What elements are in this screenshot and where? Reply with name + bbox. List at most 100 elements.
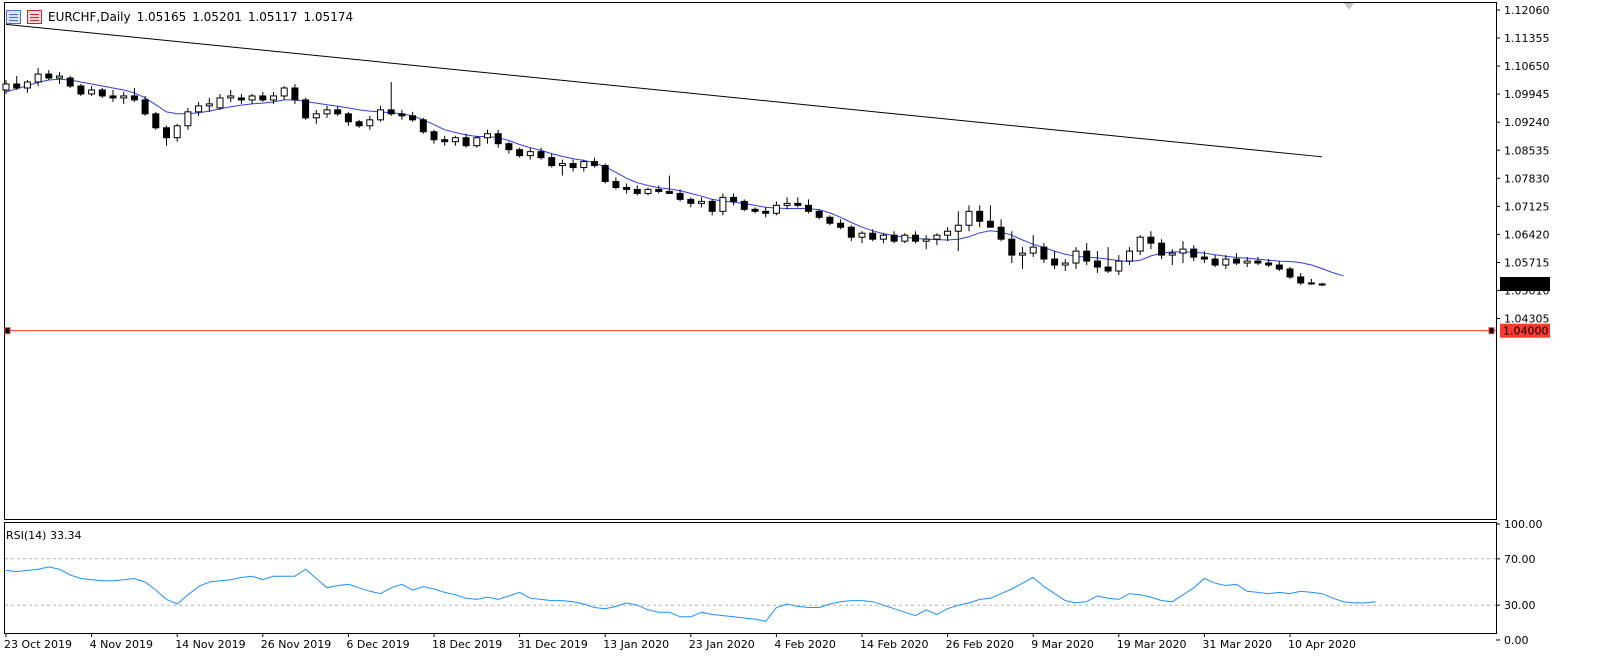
candle[interactable] — [847, 225, 855, 242]
candle[interactable] — [302, 97, 310, 120]
candle[interactable] — [1040, 243, 1048, 264]
candle[interactable] — [1318, 282, 1326, 287]
candle[interactable] — [66, 76, 74, 88]
candle[interactable] — [1275, 261, 1283, 272]
candle[interactable] — [398, 109, 406, 120]
candle[interactable] — [312, 109, 320, 124]
candle[interactable] — [1179, 241, 1187, 264]
candle[interactable] — [152, 111, 160, 130]
candle[interactable] — [548, 153, 556, 168]
candle[interactable] — [473, 135, 481, 148]
candle[interactable] — [323, 105, 331, 118]
candle[interactable] — [526, 147, 534, 160]
candle[interactable] — [205, 97, 213, 112]
candle[interactable] — [109, 89, 117, 102]
candle[interactable] — [45, 70, 53, 81]
candle[interactable] — [130, 87, 138, 102]
candle[interactable] — [890, 231, 898, 244]
candle[interactable] — [879, 233, 887, 244]
candle[interactable] — [451, 135, 459, 146]
chart-window-icon[interactable] — [6, 10, 21, 24]
candle[interactable] — [805, 199, 812, 214]
candle[interactable] — [537, 147, 545, 160]
candle[interactable] — [366, 115, 374, 130]
candle[interactable] — [837, 219, 845, 230]
candle[interactable] — [441, 135, 449, 146]
candle[interactable] — [1243, 257, 1251, 268]
candle[interactable] — [954, 211, 962, 252]
candle[interactable] — [1233, 253, 1240, 266]
candle[interactable] — [740, 199, 748, 212]
candle[interactable] — [1104, 247, 1112, 273]
candle[interactable] — [1126, 247, 1133, 266]
candle[interactable] — [216, 93, 224, 110]
candle[interactable] — [141, 95, 149, 116]
candle[interactable] — [912, 231, 919, 244]
candle[interactable] — [644, 187, 652, 196]
candle[interactable] — [976, 205, 984, 228]
candle[interactable] — [163, 125, 170, 146]
candle[interactable] — [1083, 243, 1091, 266]
candle[interactable] — [751, 207, 759, 214]
candle[interactable] — [237, 93, 245, 104]
candle[interactable] — [23, 80, 31, 93]
hline-handle-left[interactable] — [4, 327, 11, 335]
candle[interactable] — [2, 80, 10, 94]
candle[interactable] — [1093, 251, 1101, 273]
candle[interactable] — [1051, 251, 1059, 270]
candle[interactable] — [687, 197, 695, 208]
candle[interactable] — [730, 193, 738, 206]
candle[interactable] — [355, 119, 363, 128]
candle[interactable] — [772, 201, 780, 216]
candle[interactable] — [633, 185, 641, 196]
candle[interactable] — [1019, 247, 1026, 270]
candle[interactable] — [794, 197, 802, 208]
candle[interactable] — [334, 105, 342, 116]
candle[interactable] — [1307, 278, 1315, 285]
candle[interactable] — [944, 227, 952, 242]
candle[interactable] — [409, 111, 417, 122]
candle[interactable] — [580, 159, 588, 172]
candle[interactable] — [56, 72, 63, 85]
candle[interactable] — [826, 215, 834, 226]
candle[interactable] — [120, 91, 128, 104]
candle[interactable] — [98, 87, 106, 98]
candle[interactable] — [516, 147, 524, 158]
candle[interactable] — [1286, 267, 1294, 279]
hline-handle-right[interactable] — [1488, 327, 1495, 335]
candle[interactable] — [1072, 247, 1080, 270]
candle[interactable] — [462, 133, 470, 148]
candle[interactable] — [676, 189, 684, 202]
candle[interactable] — [13, 76, 21, 90]
candle[interactable] — [88, 85, 96, 96]
candle[interactable] — [623, 183, 631, 194]
candle[interactable] — [1265, 259, 1273, 268]
candle[interactable] — [901, 233, 909, 244]
candle[interactable] — [569, 159, 577, 172]
candle[interactable] — [762, 207, 770, 218]
candle[interactable] — [248, 93, 256, 104]
candle[interactable] — [344, 111, 352, 126]
candle[interactable] — [195, 101, 203, 116]
candle[interactable] — [815, 209, 823, 220]
candle[interactable] — [869, 229, 877, 242]
scroll-shift-marker-icon[interactable] — [1343, 2, 1355, 10]
candle[interactable] — [484, 129, 491, 144]
candle[interactable] — [655, 185, 663, 194]
candle[interactable] — [387, 82, 395, 116]
candle[interactable] — [419, 117, 427, 134]
candle[interactable] — [34, 68, 42, 86]
candle[interactable] — [965, 205, 973, 232]
candle[interactable] — [280, 85, 288, 100]
candle[interactable] — [1168, 249, 1176, 266]
candle[interactable] — [494, 129, 502, 148]
candle[interactable] — [1254, 257, 1262, 266]
chart-flag-icon[interactable] — [27, 10, 42, 24]
candle[interactable] — [1158, 239, 1166, 260]
candle[interactable] — [1136, 235, 1144, 256]
candle[interactable] — [997, 219, 1005, 242]
candle[interactable] — [505, 141, 513, 154]
candle[interactable] — [1029, 235, 1037, 258]
candle[interactable] — [783, 197, 791, 210]
